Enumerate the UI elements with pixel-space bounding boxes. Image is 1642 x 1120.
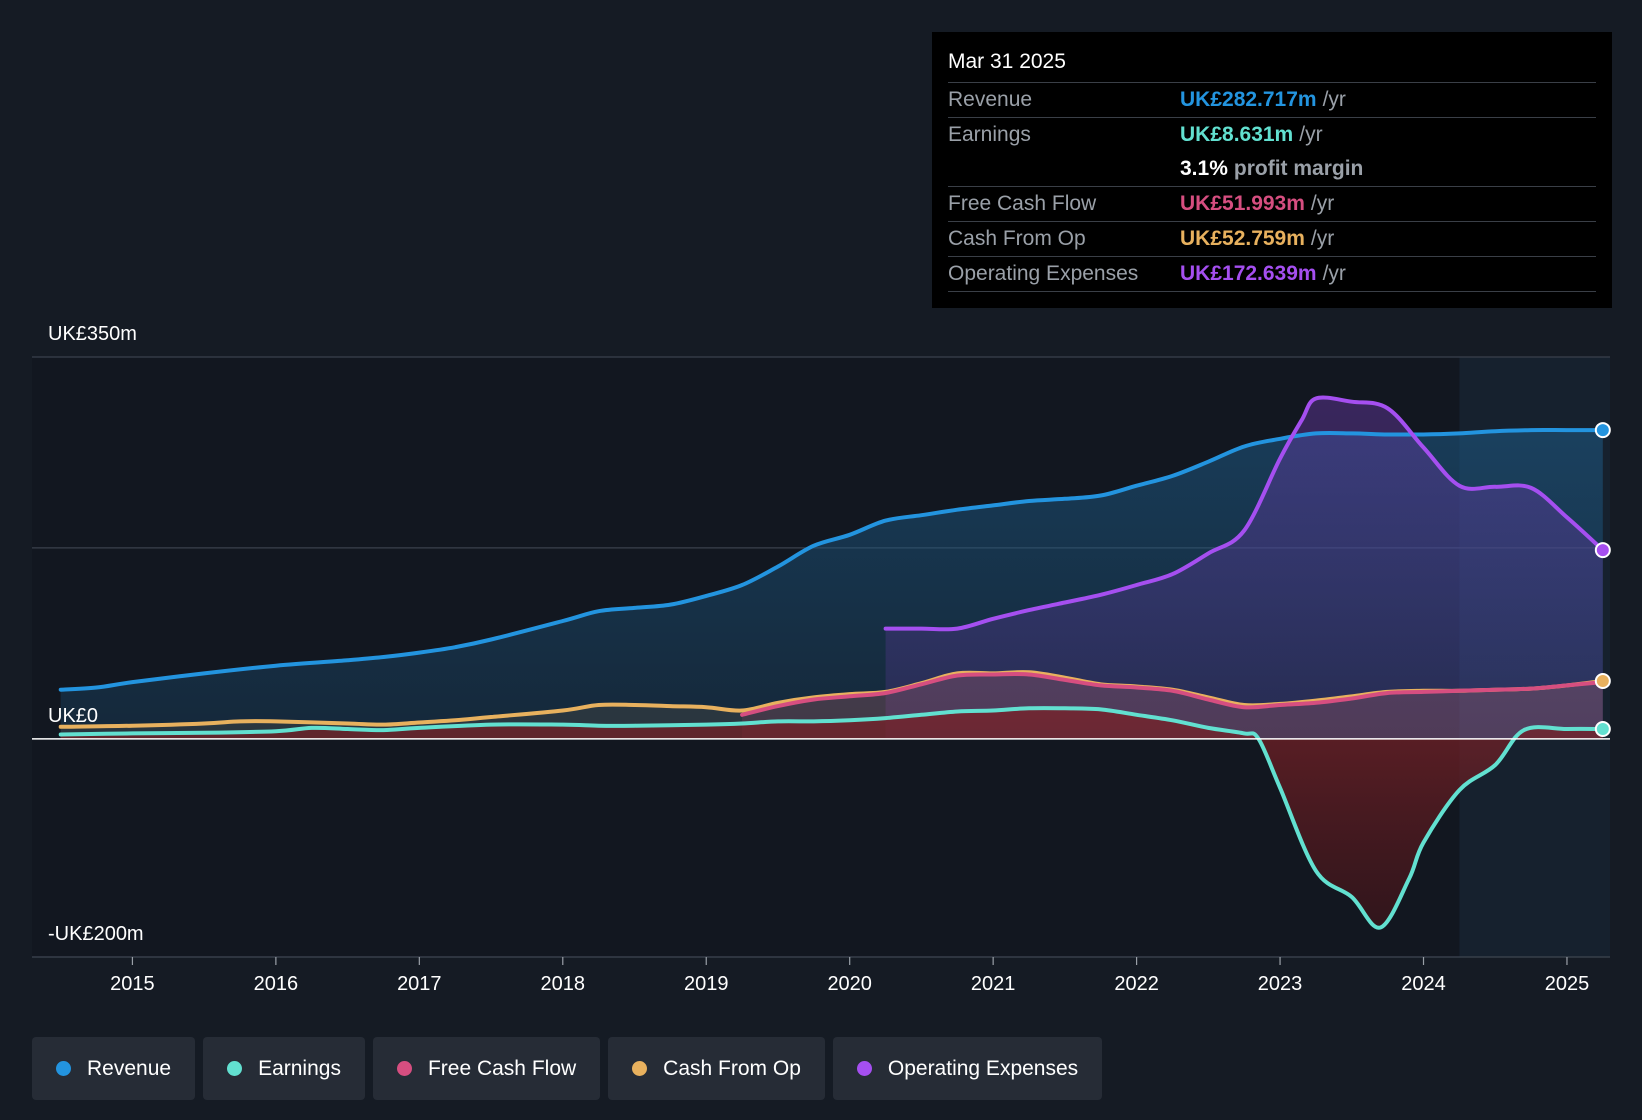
tooltip-value: UK£51.993m <box>1180 192 1305 215</box>
x-tick-label: 2016 <box>254 973 299 995</box>
cash-from-op-endpoint <box>1594 673 1611 689</box>
chart-legend: Revenue Earnings Free Cash Flow Cash Fro… <box>32 1037 1103 1100</box>
tooltip-unit: /yr <box>1310 227 1335 250</box>
operating-expenses-line <box>883 395 1605 632</box>
x-tick-label: 2021 <box>971 973 1016 995</box>
dot-icon <box>856 1061 872 1076</box>
legend-item-operating-expenses[interactable]: Operating Expenses <box>832 1037 1103 1100</box>
operating-expenses-endpoint <box>1594 542 1611 559</box>
series-lines <box>58 395 1605 930</box>
operating-expenses-area <box>885 397 1603 739</box>
x-tick-label: 2020 <box>827 973 872 995</box>
earnings-endpoint <box>1594 721 1611 737</box>
x-tick-label: 2022 <box>1114 973 1159 995</box>
x-tick-label: 2017 <box>397 973 442 995</box>
tooltip-unit: /yr <box>1322 262 1346 285</box>
legend-item-cash-from-op[interactable]: Cash From Op <box>608 1037 825 1100</box>
y-label-top: UK£350m <box>48 323 137 345</box>
tooltip-value: UK£52.759m <box>1180 227 1305 250</box>
tooltip-row-earnings: Earnings UK£8.631m /yr <box>948 118 1596 152</box>
tooltip-value: UK£172.639m <box>1180 262 1317 285</box>
tooltip-unit: profit margin <box>1233 157 1364 180</box>
tooltip-label: Operating Expenses <box>948 262 1139 285</box>
tooltip-value: 3.1% <box>1180 157 1228 180</box>
tooltip-label: Free Cash Flow <box>948 192 1097 215</box>
data-tooltip: Mar 31 2025 Revenue UK£282.717m /yr Earn… <box>932 32 1612 308</box>
x-tick-label: 2023 <box>1258 973 1303 995</box>
x-tick-label: 2019 <box>684 973 729 995</box>
revenue-endpoint <box>1594 422 1611 439</box>
tooltip-value: UK£282.717m <box>1180 88 1317 111</box>
tooltip-row-free-cash-flow: Free Cash Flow UK£51.993m /yr <box>948 187 1596 222</box>
y-label-zero: UK£0 <box>48 705 98 727</box>
tooltip-row-profit-margin: 3.1% profit margin <box>948 152 1596 187</box>
dot-icon <box>632 1061 648 1076</box>
legend-item-revenue[interactable]: Revenue <box>32 1037 196 1100</box>
dot-icon <box>396 1061 412 1076</box>
earnings-line <box>58 706 1605 930</box>
legend-label: Free Cash Flow <box>427 1056 577 1080</box>
dot-icon <box>56 1061 71 1076</box>
free-cash-flow-line <box>740 672 1605 717</box>
x-tick-label: 2015 <box>110 973 155 995</box>
tooltip-unit: /yr <box>1322 88 1346 111</box>
dot-icon <box>227 1061 243 1076</box>
legend-label: Earnings <box>258 1056 341 1080</box>
series-endpoints <box>1594 422 1611 737</box>
legend-label: Operating Expenses <box>887 1056 1079 1080</box>
revenue-line <box>58 428 1605 692</box>
x-tick-label: 2024 <box>1401 973 1446 995</box>
earnings-area <box>60 708 1603 928</box>
tooltip-label: Revenue <box>948 88 1033 111</box>
tooltip-value: UK£8.631m <box>1180 123 1294 146</box>
y-label-bottom: -UK£200m <box>48 923 144 945</box>
tooltip-date: Mar 31 2025 <box>948 46 1596 83</box>
legend-item-free-cash-flow[interactable]: Free Cash Flow <box>372 1037 601 1100</box>
tooltip-unit: /yr <box>1299 123 1323 146</box>
financial-chart: 2015 2016 2017 2018 2019 2020 2021 2022 2023 2024… <box>32 323 1611 995</box>
series-areas <box>60 397 1603 928</box>
x-axis-ticks: 2015 2016 2017 2018 2019 2020 2021 2022 2023 2024… <box>32 956 1610 995</box>
tooltip-label: Earnings <box>948 123 1031 146</box>
legend-label: Cash From Op <box>663 1056 801 1080</box>
tooltip-row-operating-expenses: Operating Expenses UK£172.639m /yr <box>948 257 1596 292</box>
x-tick-label: 2018 <box>541 973 586 995</box>
tooltip-row-cash-from-op: Cash From Op UK£52.759m /yr <box>948 222 1596 257</box>
legend-item-earnings[interactable]: Earnings <box>203 1037 365 1100</box>
x-tick-label: 2025 <box>1545 973 1590 995</box>
legend-label: Revenue <box>87 1056 172 1080</box>
tooltip-unit: /yr <box>1310 192 1335 215</box>
tooltip-label: Cash From Op <box>948 227 1086 250</box>
tooltip-row-revenue: Revenue UK£282.717m /yr <box>948 83 1596 118</box>
